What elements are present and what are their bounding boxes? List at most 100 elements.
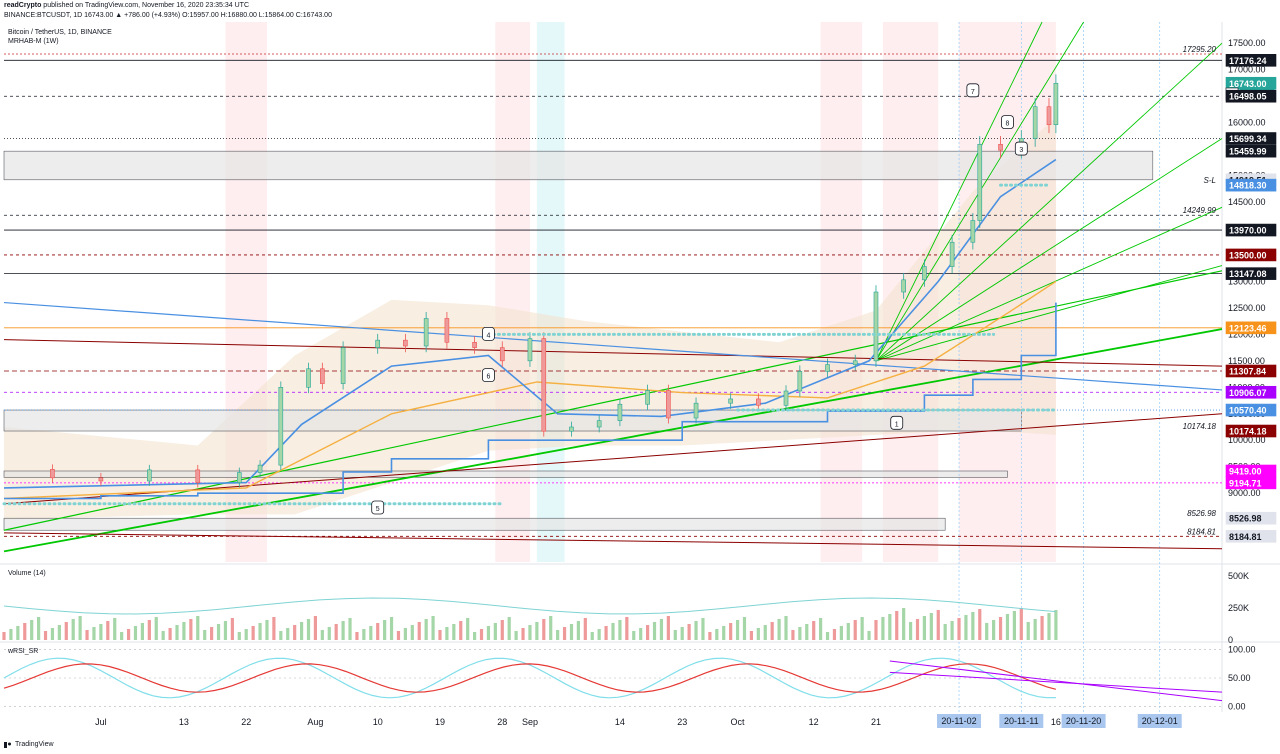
volume-bar [168, 628, 172, 640]
legend-symbol: Bitcoin / TetherUS, 1D, BINANCE [8, 29, 112, 36]
price-tag: 12123.46 [1225, 321, 1277, 335]
volume-bar [604, 626, 608, 640]
volume-bar [763, 625, 767, 640]
volume-bar [798, 627, 802, 640]
price-tag-label: 8526.98 [1229, 514, 1262, 524]
volume-bar [1054, 610, 1058, 640]
marker-callout[interactable]: 1 [890, 415, 904, 430]
volume-bar [908, 622, 913, 640]
candle [527, 338, 533, 362]
volume-bar [466, 618, 470, 640]
candle [306, 368, 311, 388]
volume-bar [445, 627, 449, 640]
volume-bar [237, 632, 241, 640]
volume-bar [106, 621, 110, 640]
volume-bar [597, 629, 601, 640]
volume-bar [521, 628, 525, 640]
volume-bar [646, 625, 650, 640]
y-tick-label: 16000.00 [1228, 118, 1266, 128]
volume-bar [694, 621, 698, 640]
volume-bar [715, 629, 719, 640]
volume-bar [639, 628, 643, 640]
volume-bar [113, 618, 117, 640]
price-tag-label: 9419.00 [1229, 466, 1262, 476]
x-tick-label: 12 [809, 717, 819, 727]
volume-bar [957, 618, 961, 640]
rsi-trend-line [889, 660, 1223, 702]
volume-bar [853, 620, 857, 640]
price-tag-label: 14818.30 [1229, 181, 1267, 191]
volume-bar [341, 621, 345, 640]
price-tag-label: 12123.46 [1229, 323, 1267, 333]
tradingview-logo-icon[interactable] [4, 741, 12, 749]
volume-bar [43, 631, 48, 640]
price-tag: 17176.24 [1225, 54, 1277, 67]
volume-bar [666, 616, 670, 640]
volume-bar [493, 623, 497, 640]
price-tag-label: 10174.18 [1229, 427, 1267, 437]
volume-bar [383, 620, 387, 640]
volume-bar [1019, 608, 1023, 640]
volume-bar [825, 632, 830, 640]
candle [825, 364, 830, 372]
volume-bar [133, 626, 138, 640]
candle [340, 347, 346, 384]
marker-callout[interactable]: 3 [1014, 141, 1028, 156]
time-marker-label: 20-11-02 [941, 716, 976, 726]
price-tag-bg [1225, 144, 1277, 158]
candle [998, 143, 1003, 151]
volume-bar [929, 613, 933, 640]
volume-bar [556, 630, 560, 640]
candle [783, 390, 789, 406]
candle [236, 472, 242, 483]
marker-label: 5 [376, 506, 380, 513]
volume-bar [729, 623, 733, 640]
moving-average-line [3, 280, 1057, 500]
volume-bar [348, 618, 352, 640]
volume-bar [265, 620, 269, 640]
fan-trend-line [875, 265, 1223, 362]
highlight-band [820, 22, 863, 562]
marker-callout[interactable]: 8 [1001, 115, 1014, 129]
volume-bar [210, 627, 214, 640]
marker-box [1014, 141, 1028, 156]
volume-bar [376, 623, 380, 640]
marker-callout[interactable]: 7 [966, 83, 980, 98]
volume-bar [590, 632, 594, 640]
candle [693, 402, 699, 419]
volume-bar [272, 617, 276, 640]
marker-callout[interactable]: 5 [371, 500, 385, 515]
volume-bar [770, 622, 774, 640]
marker-box [1001, 115, 1014, 129]
candle [1046, 106, 1052, 126]
candle [970, 220, 976, 243]
rsi-signal-line [3, 663, 1057, 693]
volume-bar [839, 626, 843, 640]
marker-label: 6 [486, 374, 490, 381]
volume-bar [985, 623, 989, 640]
volume-bar [293, 625, 297, 640]
x-tick-label: 28 [497, 717, 507, 727]
volume-bar [396, 631, 401, 640]
support-trend-line [3, 413, 1223, 505]
marker-callout[interactable]: 4 [482, 326, 495, 341]
highlight-band [536, 22, 565, 562]
volume-tick-label: 0 [1228, 635, 1233, 645]
author-name[interactable]: readCrypto [4, 2, 42, 9]
price-tag: 9194.71 [1225, 476, 1277, 490]
marker-callout[interactable]: 6 [482, 368, 495, 383]
volume-tick-label: 250K [1228, 603, 1249, 613]
volume-bar [749, 631, 754, 640]
y-tick-label: 9000.00 [1228, 488, 1261, 498]
price-tag-bg [1225, 403, 1277, 417]
volume-bar [71, 619, 75, 640]
support-zone [3, 150, 1154, 181]
volume-bar [30, 620, 34, 640]
volume-bar [632, 631, 636, 640]
y-tick-label: 17000.00 [1228, 65, 1266, 75]
x-tick-label: Jul [95, 717, 107, 727]
volume-bar [161, 631, 165, 640]
price-tag-bg [1225, 511, 1277, 525]
support-zone [3, 409, 1022, 432]
